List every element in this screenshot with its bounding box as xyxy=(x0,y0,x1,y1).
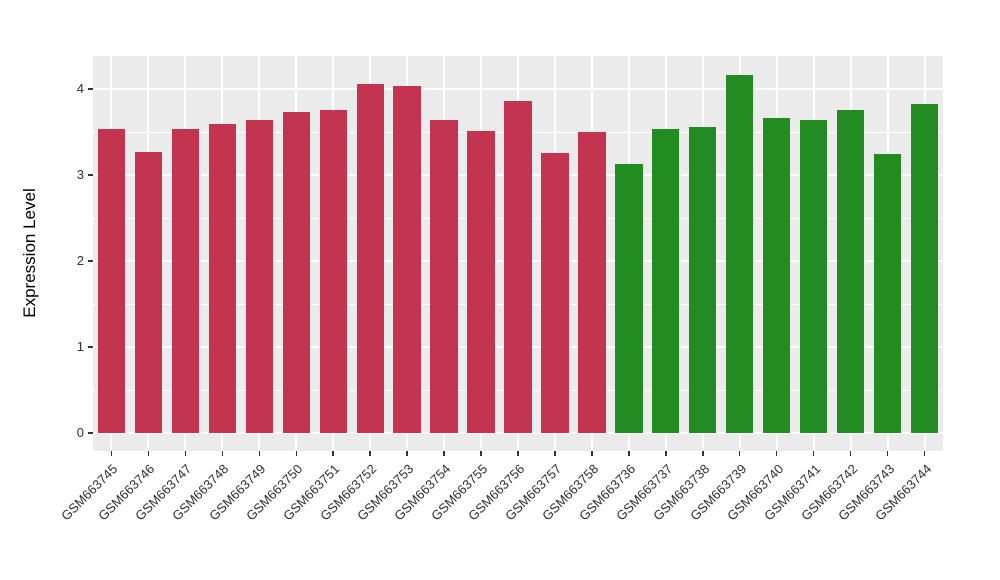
x-tick-mark xyxy=(812,451,815,456)
x-tick-mark xyxy=(775,451,778,456)
y-tick-mark xyxy=(88,346,93,348)
y-tick-mark xyxy=(88,260,93,262)
y-tick-mark xyxy=(88,88,93,90)
y-tick-mark xyxy=(88,174,93,176)
x-tick-mark xyxy=(406,451,408,456)
y-tick-mark xyxy=(88,432,93,434)
x-tick-mark xyxy=(886,451,889,456)
y-tick-label: 4 xyxy=(76,81,84,96)
x-tick-mark xyxy=(849,451,852,456)
x-tick-mark xyxy=(480,451,482,456)
bar-GSM663748 xyxy=(208,124,237,433)
y-tick-label: 0 xyxy=(76,425,84,440)
x-tick-mark xyxy=(369,451,371,456)
bar-GSM663757 xyxy=(541,152,569,433)
x-tick-mark xyxy=(738,451,741,456)
bar-GSM663754 xyxy=(430,119,458,433)
bar-GSM663745 xyxy=(97,129,126,433)
x-tick-mark xyxy=(332,451,334,456)
bar-GSM663746 xyxy=(134,151,163,433)
bar-GSM663750 xyxy=(282,112,310,433)
x-tick-mark xyxy=(443,451,445,456)
y-tick-label: 3 xyxy=(76,167,84,182)
x-tick-mark xyxy=(184,451,187,456)
bar-GSM663736 xyxy=(615,163,643,433)
x-tick-mark xyxy=(554,451,556,456)
x-tick-mark xyxy=(147,451,150,456)
x-tick-mark xyxy=(295,451,297,456)
bar-GSM663740 xyxy=(763,118,791,433)
x-tick-mark xyxy=(517,451,519,456)
x-tick-mark xyxy=(258,451,261,456)
x-tick-mark xyxy=(628,451,630,456)
bar-GSM663738 xyxy=(689,126,717,433)
bar-GSM663756 xyxy=(504,101,532,433)
bar-GSM663739 xyxy=(726,75,754,433)
x-tick-mark xyxy=(923,451,926,456)
bar-GSM663753 xyxy=(393,85,421,433)
x-tick-mark xyxy=(110,451,113,456)
plot-panel xyxy=(93,56,943,451)
bar-GSM663758 xyxy=(578,132,606,433)
x-tick-mark xyxy=(702,451,704,456)
y-tick-label: 1 xyxy=(76,339,84,354)
bar-GSM663755 xyxy=(467,131,495,433)
bar-GSM663737 xyxy=(652,129,680,433)
bar-GSM663744 xyxy=(910,103,939,433)
bar-GSM663747 xyxy=(171,129,200,433)
bar-GSM663743 xyxy=(873,153,902,433)
x-tick-mark xyxy=(591,451,593,456)
bar-GSM663752 xyxy=(356,83,384,433)
y-axis-title-text: Expression Level xyxy=(20,188,39,318)
y-tick-label: 2 xyxy=(76,253,84,268)
bar-GSM663741 xyxy=(799,119,828,433)
bar-GSM663751 xyxy=(319,109,347,433)
bar-GSM663749 xyxy=(245,119,273,433)
x-tick-mark xyxy=(221,451,224,456)
x-tick-mark xyxy=(665,451,667,456)
bar-GSM663742 xyxy=(836,109,865,433)
